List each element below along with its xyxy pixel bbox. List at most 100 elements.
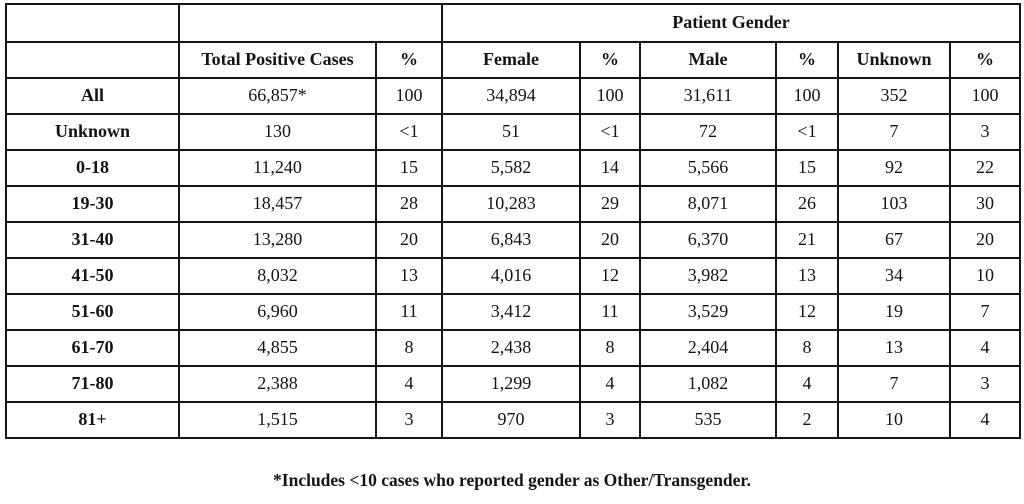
table-cell: 4,855: [178, 329, 377, 367]
table-cell: 970: [441, 401, 581, 439]
table-cell: 66,857*: [178, 77, 377, 115]
table-cell: 34,894: [441, 77, 581, 115]
table-cell: 8,071: [639, 185, 777, 223]
table-cell: 352: [837, 77, 951, 115]
table-row-71-80: 71-80 2,388 4 1,299 4 1,082 4 7 3: [5, 365, 1022, 403]
row-label: 61-70: [5, 329, 180, 367]
table-cell: 6,960: [178, 293, 377, 331]
table-row-all: All 66,857* 100 34,894 100 31,611 100 35…: [5, 77, 1022, 115]
table-cell: 26: [775, 185, 839, 223]
table-row-19-30: 19-30 18,457 28 10,283 29 8,071 26 103 3…: [5, 185, 1022, 223]
table-cell: 130: [178, 113, 377, 151]
table-row-51-60: 51-60 6,960 11 3,412 11 3,529 12 19 7: [5, 293, 1022, 331]
row-label: All: [5, 77, 180, 115]
table-cell: 92: [837, 149, 951, 187]
table-cell: 535: [639, 401, 777, 439]
table-row-41-50: 41-50 8,032 13 4,016 12 3,982 13 34 10: [5, 257, 1022, 295]
row-label: 71-80: [5, 365, 180, 403]
col-header-female: Female: [441, 41, 581, 79]
table-cell: 72: [639, 113, 777, 151]
table-cell: 10,283: [441, 185, 581, 223]
table-cell: 4,016: [441, 257, 581, 295]
col-header-total-pct: %: [375, 41, 443, 79]
table-cell: 21: [775, 221, 839, 259]
table-cell: 13: [375, 257, 443, 295]
col-header-unknown-pct: %: [948, 41, 1022, 79]
col-header-male-pct: %: [775, 41, 839, 79]
table-cell: 29: [579, 185, 641, 223]
row-label: 0-18: [5, 149, 180, 187]
col-header-row-label: [5, 41, 180, 79]
table-cell: 100: [375, 77, 443, 115]
table-cell: 11: [579, 293, 641, 331]
table-cell: 8: [775, 329, 839, 367]
table-cell: 7: [837, 365, 951, 403]
table-cell: 34: [837, 257, 951, 295]
table-cell: 4: [948, 401, 1022, 439]
table-cell: 20: [948, 221, 1022, 259]
table-cell: 4: [775, 365, 839, 403]
table-cell: <1: [775, 113, 839, 151]
table-cell: 8: [375, 329, 443, 367]
table-cell: 3: [948, 365, 1022, 403]
table-cell: 28: [375, 185, 443, 223]
table-cell: 20: [375, 221, 443, 259]
patient-gender-header: Patient Gender: [440, 3, 1022, 43]
table-cell: 1,299: [441, 365, 581, 403]
blank-cell: [178, 3, 443, 43]
table-cell: 12: [775, 293, 839, 331]
footnote: *Includes <10 cases who reported gender …: [273, 470, 751, 490]
table-row-31-40: 31-40 13,280 20 6,843 20 6,370 21 67 20: [5, 221, 1022, 259]
table-cell: 100: [948, 77, 1022, 115]
table-cell: 11: [375, 293, 443, 331]
table-cell: 18,457: [178, 185, 377, 223]
table-cell: 14: [579, 149, 641, 187]
table-cell: 5,582: [441, 149, 581, 187]
table-cell: 15: [775, 149, 839, 187]
table-row-unknown: Unknown 130 <1 51 <1 72 <1 7 3: [5, 113, 1022, 151]
row-label: 41-50: [5, 257, 180, 295]
col-header-male: Male: [639, 41, 777, 79]
row-label: Unknown: [5, 113, 180, 151]
table-cell: 100: [775, 77, 839, 115]
table-cell: 13: [837, 329, 951, 367]
table-cell: 2,404: [639, 329, 777, 367]
table-cell: 4: [579, 365, 641, 403]
table-cell: 1,082: [639, 365, 777, 403]
table-row-column-headers: Total Positive Cases % Female % Male % U…: [5, 41, 1022, 79]
table-cell: 3,412: [441, 293, 581, 331]
table-cell: 2,438: [441, 329, 581, 367]
table-cell: 22: [948, 149, 1022, 187]
table-cell: 10: [837, 401, 951, 439]
table-cell: 6,843: [441, 221, 581, 259]
table-cell: 13: [775, 257, 839, 295]
table-row-61-70: 61-70 4,855 8 2,438 8 2,404 8 13 4: [5, 329, 1022, 367]
table-cell: 7: [837, 113, 951, 151]
blank-cell: [5, 3, 180, 43]
row-label: 81+: [5, 401, 180, 439]
table-cell: 8: [579, 329, 641, 367]
table-row-81-plus: 81+ 1,515 3 970 3 535 2 10 4: [5, 401, 1022, 439]
table-cell: 3: [948, 113, 1022, 151]
row-label: 31-40: [5, 221, 180, 259]
table-cell: <1: [375, 113, 443, 151]
table-cell: 6,370: [639, 221, 777, 259]
table-cell: 100: [579, 77, 641, 115]
table-cell: 7: [948, 293, 1022, 331]
table-cell: 13,280: [178, 221, 377, 259]
table-cell: 10: [948, 257, 1022, 295]
table-cell: 20: [579, 221, 641, 259]
table-cell: 30: [948, 185, 1022, 223]
table-cell: 2,388: [178, 365, 377, 403]
table-cell: 67: [837, 221, 951, 259]
table-cell: 8,032: [178, 257, 377, 295]
col-header-unknown: Unknown: [837, 41, 951, 79]
table-cell: 12: [579, 257, 641, 295]
patient-gender-table: Patient Gender Total Positive Cases % Fe…: [5, 3, 1022, 439]
table-cell: 15: [375, 149, 443, 187]
table-cell: 51: [441, 113, 581, 151]
table-cell: 3,529: [639, 293, 777, 331]
table-cell: 1,515: [178, 401, 377, 439]
table-cell: 3: [579, 401, 641, 439]
